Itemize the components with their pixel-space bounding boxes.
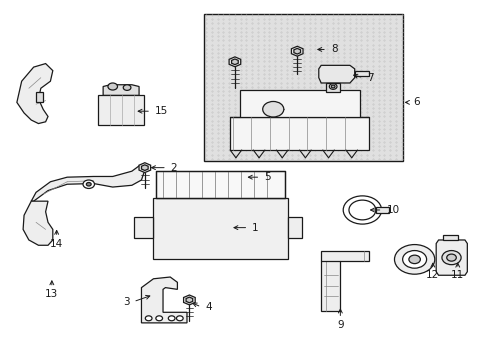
Text: 12: 12 bbox=[426, 270, 439, 280]
Text: 11: 11 bbox=[450, 270, 464, 280]
Text: 1: 1 bbox=[252, 222, 258, 233]
Polygon shape bbox=[17, 64, 53, 123]
Text: 15: 15 bbox=[155, 106, 168, 116]
Circle shape bbox=[176, 316, 183, 321]
Circle shape bbox=[441, 251, 460, 265]
Polygon shape bbox=[141, 277, 186, 323]
Polygon shape bbox=[291, 46, 303, 56]
Polygon shape bbox=[31, 166, 146, 201]
Polygon shape bbox=[375, 207, 388, 213]
Polygon shape bbox=[321, 251, 368, 311]
Circle shape bbox=[83, 180, 94, 189]
Circle shape bbox=[330, 85, 334, 88]
Polygon shape bbox=[231, 59, 238, 65]
Circle shape bbox=[262, 102, 283, 117]
Polygon shape bbox=[153, 198, 287, 259]
Polygon shape bbox=[134, 217, 153, 238]
Polygon shape bbox=[186, 297, 192, 303]
Polygon shape bbox=[318, 65, 354, 83]
Polygon shape bbox=[435, 240, 467, 275]
Text: 14: 14 bbox=[50, 239, 63, 248]
Bar bbox=[98, 95, 143, 125]
Text: 8: 8 bbox=[330, 45, 337, 54]
Text: 3: 3 bbox=[122, 297, 129, 307]
Polygon shape bbox=[141, 165, 148, 171]
Polygon shape bbox=[239, 90, 359, 117]
Text: 4: 4 bbox=[205, 302, 211, 312]
Text: 9: 9 bbox=[336, 320, 343, 330]
Circle shape bbox=[123, 85, 131, 90]
Circle shape bbox=[168, 316, 175, 321]
Text: 6: 6 bbox=[413, 98, 419, 107]
Polygon shape bbox=[103, 85, 139, 95]
Polygon shape bbox=[325, 83, 340, 92]
Circle shape bbox=[156, 316, 162, 321]
Circle shape bbox=[402, 251, 426, 268]
Circle shape bbox=[394, 244, 434, 274]
Bar bbox=[156, 171, 285, 198]
Circle shape bbox=[328, 84, 336, 89]
Circle shape bbox=[446, 254, 455, 261]
Bar bbox=[203, 14, 402, 161]
Polygon shape bbox=[443, 235, 457, 240]
Polygon shape bbox=[139, 163, 150, 172]
Text: 5: 5 bbox=[264, 172, 270, 182]
Polygon shape bbox=[287, 217, 302, 238]
Polygon shape bbox=[23, 201, 53, 245]
Circle shape bbox=[145, 316, 152, 321]
Text: 13: 13 bbox=[45, 289, 59, 299]
Circle shape bbox=[86, 183, 91, 186]
Circle shape bbox=[348, 200, 375, 220]
Text: 10: 10 bbox=[386, 205, 399, 215]
Polygon shape bbox=[183, 295, 195, 305]
Polygon shape bbox=[36, 92, 43, 102]
Polygon shape bbox=[354, 71, 368, 76]
Circle shape bbox=[408, 255, 420, 264]
Polygon shape bbox=[293, 48, 300, 54]
Polygon shape bbox=[230, 117, 368, 150]
Text: 7: 7 bbox=[366, 73, 373, 83]
Text: 2: 2 bbox=[170, 163, 177, 173]
Circle shape bbox=[108, 83, 117, 90]
Polygon shape bbox=[229, 57, 240, 67]
